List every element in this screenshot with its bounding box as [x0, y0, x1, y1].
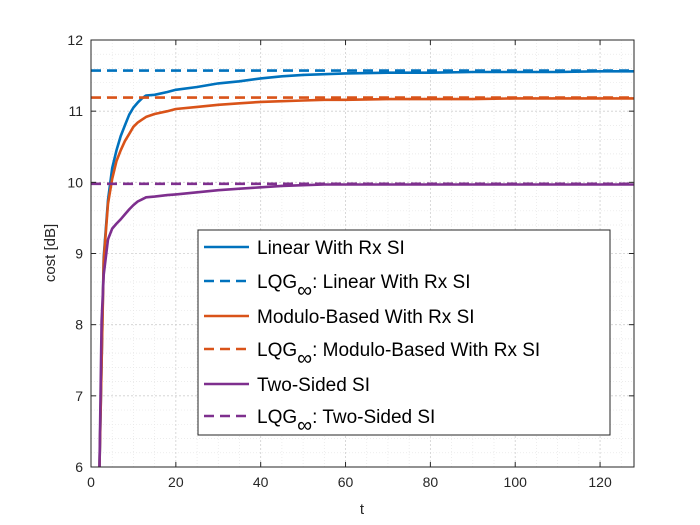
- legend-label-2: LQG∞: Linear With Rx SI: [257, 272, 471, 302]
- series-line-3: [98, 97, 634, 468]
- x-tick-label: 80: [423, 474, 439, 490]
- ticks-layer: 0 20 40 60 80 100 120 6 7 8 9 10 11 12: [67, 32, 634, 490]
- legend-label-6: LQG∞: Two-Sided SI: [257, 407, 435, 437]
- y-tick-label: 9: [75, 246, 83, 262]
- series-layer: [91, 69, 634, 468]
- y-tick-label: 10: [67, 174, 83, 190]
- legend-label-5: Two-Sided SI: [257, 375, 370, 396]
- x-tick-label: 60: [338, 474, 354, 490]
- x-axis-label: t: [360, 501, 365, 518]
- x-tick-label: 0: [87, 474, 95, 490]
- series-line-1: [98, 70, 634, 468]
- x-tick-label: 40: [253, 474, 269, 490]
- legend-label-4: LQG∞: Modulo-Based With Rx SI: [257, 340, 540, 370]
- y-tick-label: 8: [75, 317, 83, 333]
- x-tick-label: 120: [588, 474, 612, 490]
- x-tick-label: 20: [168, 474, 184, 490]
- legend-label-3: Modulo-Based With Rx SI: [257, 307, 475, 328]
- y-tick-label: 12: [67, 32, 83, 48]
- y-tick-label: 11: [68, 103, 83, 119]
- x-tick-label: 100: [504, 474, 528, 490]
- y-axis-label: cost [dB]: [42, 224, 59, 282]
- legend-label-1: Linear With Rx SI: [257, 238, 405, 259]
- y-tick-label: 6: [75, 459, 83, 475]
- y-tick-label: 7: [75, 388, 83, 404]
- legend: Linear With Rx SI LQG∞: Linear With Rx SI…: [197, 229, 611, 437]
- legend-box: [197, 229, 611, 436]
